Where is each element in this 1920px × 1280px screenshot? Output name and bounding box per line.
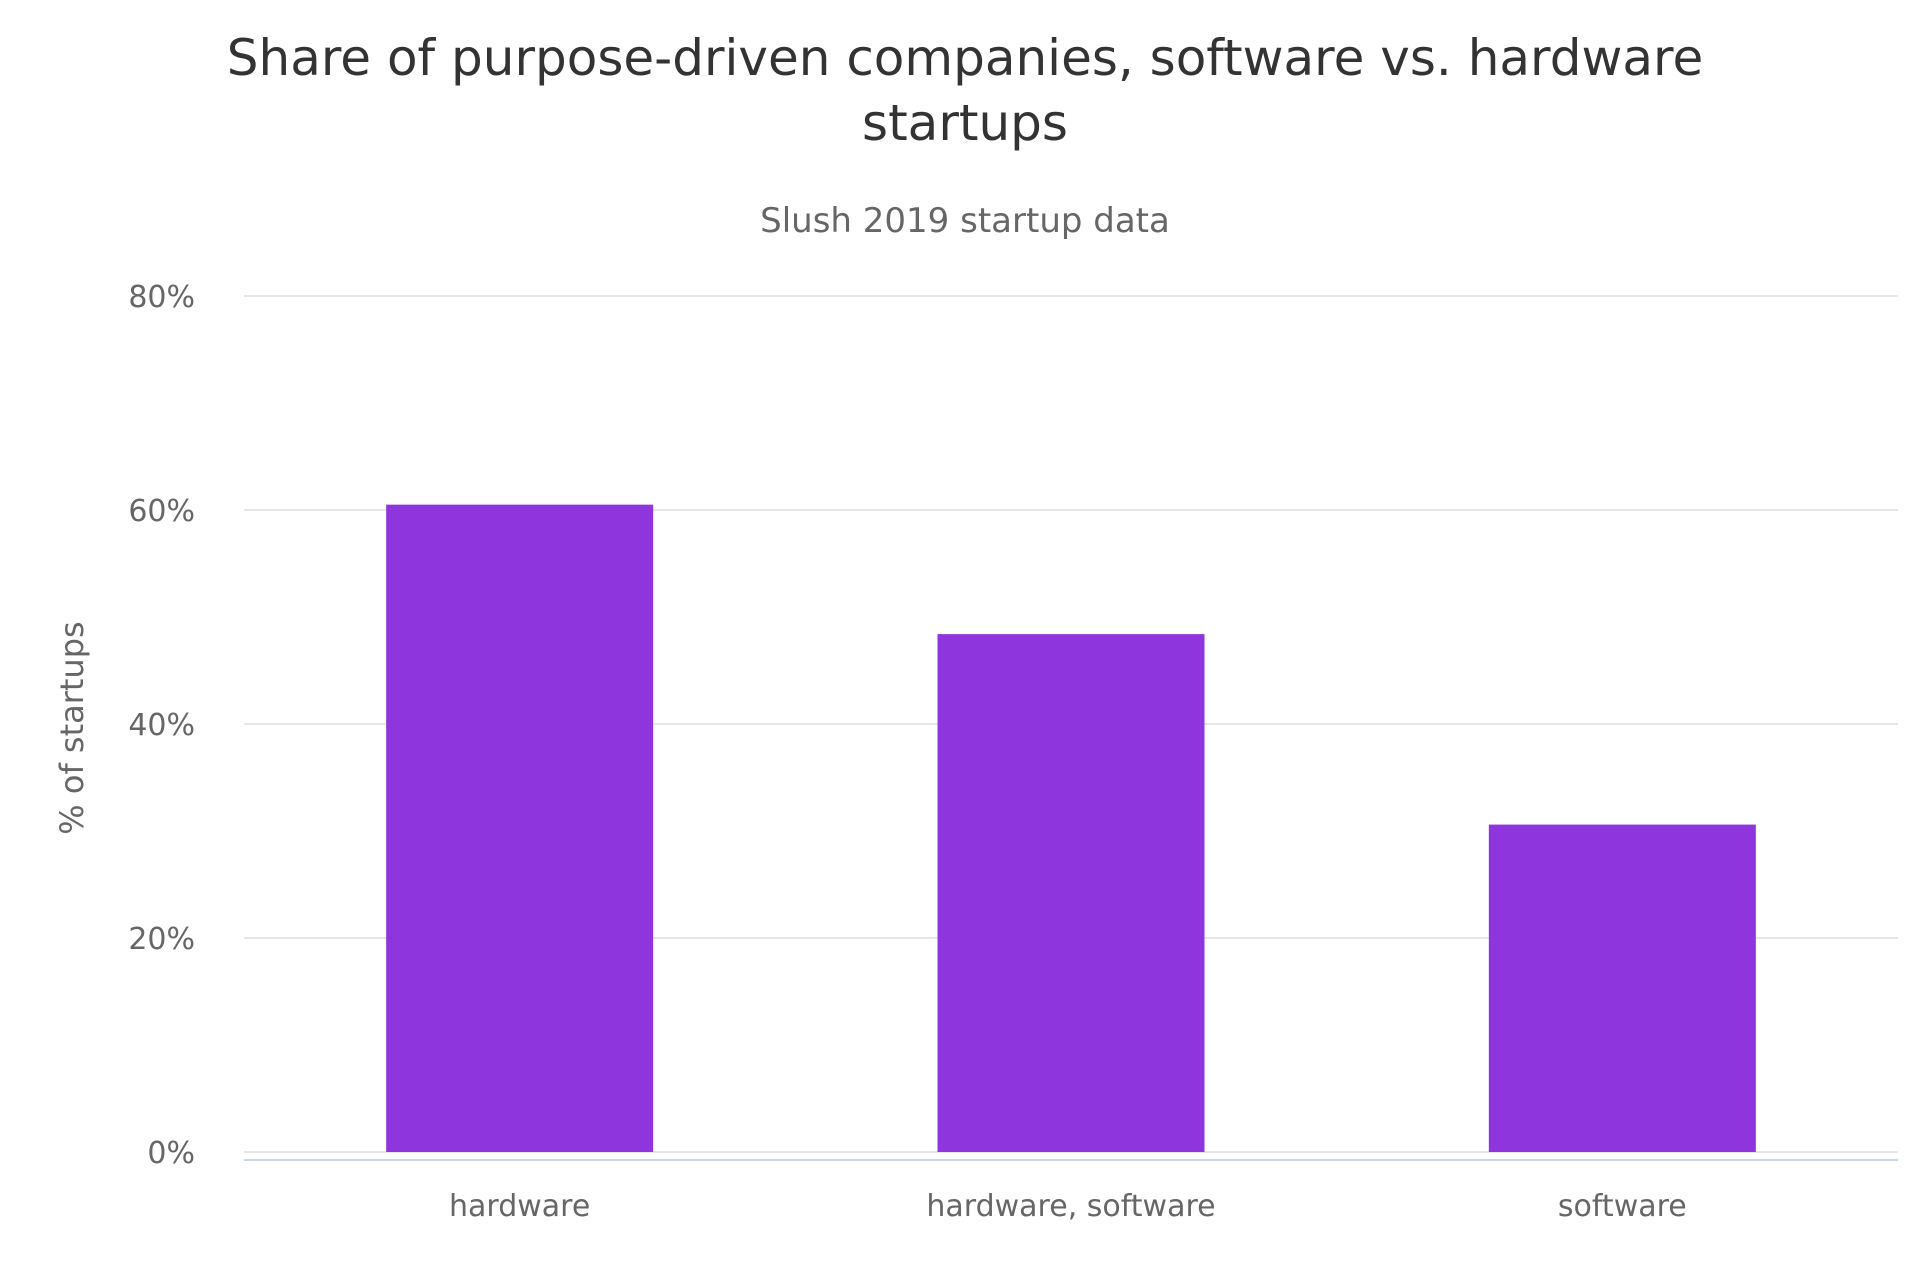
x-tick-label-1: hardware, software xyxy=(926,1189,1215,1224)
bar-software xyxy=(1488,824,1756,1152)
chart-title-line-1: Share of purpose-driven companies, softw… xyxy=(227,29,1703,87)
x-tick-label-2: software xyxy=(1558,1189,1687,1224)
bar-hardware-software xyxy=(937,634,1205,1152)
chart-title-line-2: startups xyxy=(862,94,1068,152)
y-axis-title: % of startups xyxy=(53,621,91,834)
y-tick-label-1: 20% xyxy=(128,922,195,957)
x-tick-label-0: hardware xyxy=(449,1189,590,1224)
y-tick-label-2: 40% xyxy=(128,708,195,743)
y-tick-label-0: 0% xyxy=(147,1136,195,1171)
bar-hardware xyxy=(386,504,654,1152)
y-tick-label-3: 60% xyxy=(128,494,195,529)
bars xyxy=(386,504,1756,1152)
chart-subtitle: Slush 2019 startup data xyxy=(760,201,1170,241)
y-tick-label-4: 80% xyxy=(128,280,195,315)
x-axis-ticks: hardware hardware, software software xyxy=(449,1189,1687,1224)
y-axis-ticks: 0% 20% 40% 60% 80% xyxy=(128,280,195,1171)
